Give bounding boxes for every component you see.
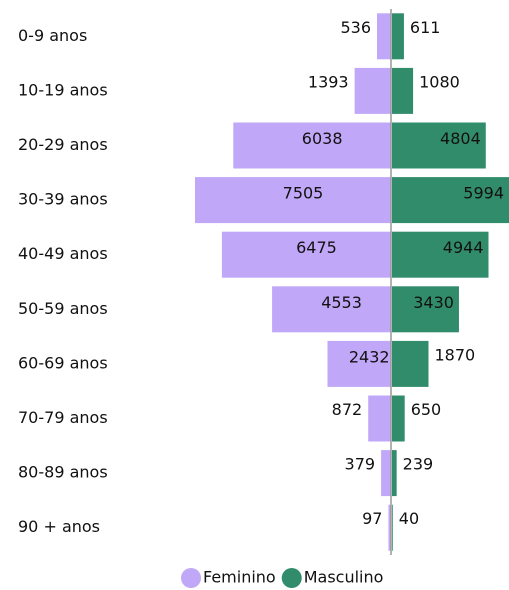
value-label: 1393 (308, 72, 349, 91)
value-label: 6475 (296, 238, 337, 257)
value-label: 2432 (349, 347, 390, 366)
category-label: 60-69 anos (18, 353, 108, 372)
value-label: 6038 (302, 129, 343, 148)
bar (233, 122, 391, 169)
value-label: 3430 (413, 293, 454, 312)
value-label: 7505 (283, 184, 324, 203)
legend-swatch (281, 568, 302, 588)
value-label: 4804 (440, 129, 481, 148)
bar (392, 286, 459, 333)
category-label: 90 + anos (18, 517, 100, 536)
bar (221, 231, 391, 278)
category-label: 20-29 anos (18, 135, 108, 154)
bar (392, 450, 397, 497)
bar (392, 395, 405, 442)
bar (195, 177, 391, 224)
bar (377, 13, 391, 60)
legend-label: Feminino (203, 568, 276, 587)
bar (392, 231, 489, 278)
bar (392, 122, 486, 169)
value-label: 40 (399, 509, 419, 528)
bar (392, 13, 404, 60)
value-label: 611 (410, 18, 441, 37)
category-label: 10-19 anos (18, 80, 108, 99)
value-label: 1870 (435, 345, 476, 364)
value-label: 536 (340, 18, 371, 37)
legend-label: Masculino (304, 568, 384, 587)
legend-swatch (181, 568, 201, 588)
bar (381, 450, 391, 497)
value-label: 1080 (419, 72, 460, 91)
bar (392, 504, 393, 551)
bar (327, 340, 391, 387)
value-label: 239 (403, 455, 434, 474)
value-label: 872 (332, 400, 363, 419)
category-label: 0-9 anos (18, 26, 87, 45)
category-label: 50-59 anos (18, 299, 108, 318)
category-label: 80-89 anos (18, 463, 108, 482)
value-label: 4944 (443, 238, 484, 257)
category-label: 40-49 anos (18, 244, 108, 263)
bar (392, 177, 509, 224)
value-label: 650 (411, 400, 442, 419)
bar (272, 286, 391, 333)
category-label: 30-39 anos (18, 190, 108, 209)
bar (388, 504, 391, 551)
bar (392, 340, 429, 387)
value-label: 97 (362, 509, 382, 528)
category-label: 70-79 anos (18, 408, 108, 427)
value-label: 4553 (321, 293, 362, 312)
value-label: 379 (345, 455, 376, 474)
bar (354, 67, 391, 114)
bar (392, 67, 414, 114)
value-label: 5994 (463, 184, 504, 203)
bar (368, 395, 391, 442)
